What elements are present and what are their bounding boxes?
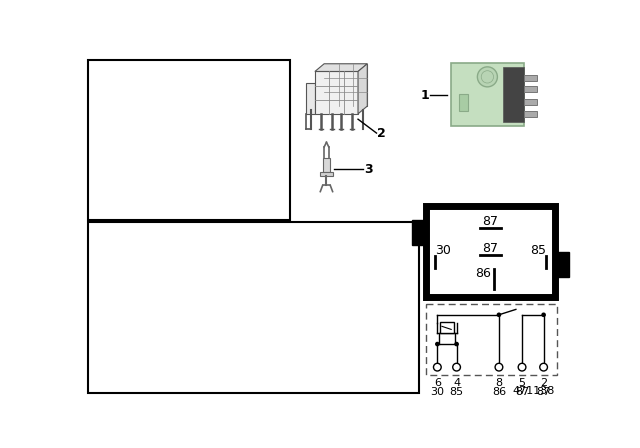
Text: 87: 87	[536, 387, 551, 397]
Bar	[524, 99, 537, 105]
Bar	[503, 67, 524, 122]
Circle shape	[433, 363, 441, 371]
Text: 1: 1	[420, 89, 429, 102]
Polygon shape	[358, 64, 367, 114]
Polygon shape	[306, 83, 315, 114]
Bar	[459, 94, 468, 111]
Text: 87: 87	[515, 387, 529, 397]
Circle shape	[497, 313, 501, 317]
Bar	[439, 333, 455, 344]
Bar	[524, 86, 537, 92]
Text: 86: 86	[475, 267, 491, 280]
Text: 85: 85	[530, 244, 546, 258]
Circle shape	[477, 67, 497, 87]
Bar	[451, 63, 524, 126]
Bar	[524, 74, 537, 81]
Text: 85: 85	[449, 387, 463, 397]
Bar	[320, 172, 333, 176]
Text: 30: 30	[435, 244, 451, 258]
Polygon shape	[324, 64, 367, 106]
Bar	[412, 220, 426, 245]
Bar	[88, 60, 289, 220]
Circle shape	[454, 342, 459, 346]
Text: 6: 6	[434, 378, 441, 388]
Bar	[426, 206, 555, 297]
Text: 4: 4	[453, 378, 460, 388]
Text: 30: 30	[430, 387, 444, 397]
Text: 471138: 471138	[512, 386, 554, 396]
Bar	[88, 222, 419, 392]
Circle shape	[435, 342, 440, 346]
Bar	[555, 252, 569, 277]
Circle shape	[540, 363, 547, 371]
Text: 2: 2	[540, 378, 547, 388]
Circle shape	[481, 71, 493, 83]
Circle shape	[541, 313, 546, 317]
Circle shape	[495, 363, 503, 371]
Bar	[524, 111, 537, 117]
Text: 87: 87	[483, 242, 499, 255]
Bar	[323, 158, 330, 172]
Text: 86: 86	[492, 387, 506, 397]
Text: 2: 2	[377, 127, 385, 140]
Text: 8: 8	[495, 378, 502, 388]
Polygon shape	[315, 72, 358, 114]
Text: 3: 3	[364, 163, 372, 176]
Polygon shape	[315, 64, 367, 72]
Bar	[440, 323, 454, 333]
Text: 87: 87	[483, 215, 499, 228]
Circle shape	[518, 363, 526, 371]
Circle shape	[452, 363, 460, 371]
Bar	[426, 304, 557, 375]
Text: 5: 5	[518, 378, 525, 388]
